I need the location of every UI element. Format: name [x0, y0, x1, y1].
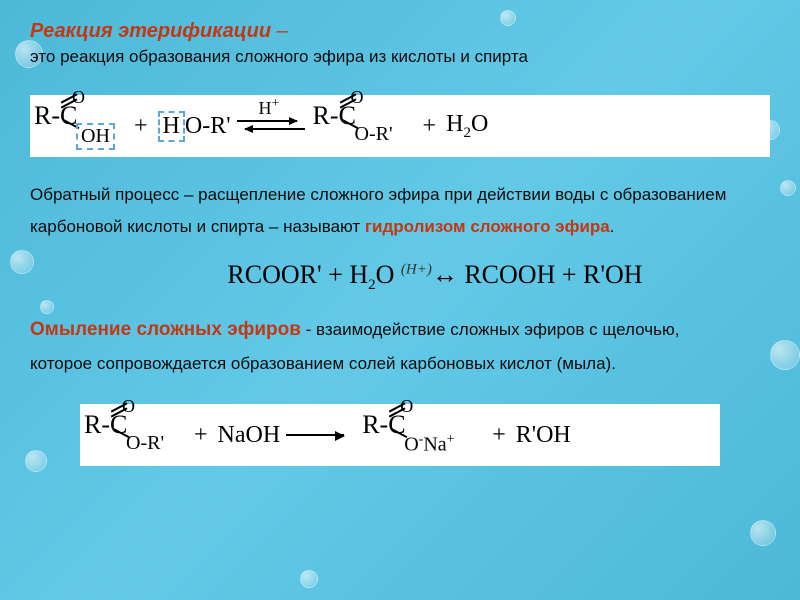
eq1-p1-dO: O — [351, 87, 364, 108]
eq3-r1-bottom: O-R' — [126, 432, 164, 455]
bubble-decoration — [750, 520, 776, 546]
eq3-arrow — [286, 425, 356, 445]
eq3-p1-Na: Na — [423, 434, 446, 456]
eq3-p1-O: O — [404, 434, 418, 456]
eq1-plus2: + — [419, 113, 441, 140]
para1-line2c: . — [610, 217, 615, 236]
eq3-reactant1: R-C O O-R' — [84, 410, 184, 460]
equation-1-box: R-C O OH + HO-R' H+ R-C O O-R' — [30, 95, 770, 157]
eq2-sub: 2 — [368, 277, 376, 293]
equation-1: R-C O OH + HO-R' H+ R-C O O-R' — [34, 101, 766, 151]
sec2-body2: которое сопровождается образованием соле… — [30, 354, 616, 373]
eq3-p1-dO: O — [400, 396, 413, 417]
para1-line2a: карбоновой кислоты и спирта – называют — [30, 217, 365, 236]
section-2: Омыление сложных эфиров - взаимодействие… — [30, 312, 770, 380]
eq1-r1-R: R — [34, 101, 51, 130]
eq1-r2-rest: O-R' — [185, 113, 231, 139]
eq1-p2-O: O — [471, 111, 488, 137]
eq3-r1-dO: O — [122, 396, 135, 417]
eq1-r2-H: H — [158, 111, 185, 142]
eq1-r1-dO: O — [72, 87, 85, 108]
subtitle: это реакция образования сложного эфира и… — [30, 47, 770, 67]
slide-content: Реакция этерификации – это реакция образ… — [0, 0, 800, 508]
eq3-product2: R'OH — [516, 422, 571, 449]
eq3-product1: R-C O O-Na+ — [362, 410, 482, 460]
sec2-body1: - взаимодействие сложных эфиров с щелочь… — [301, 320, 680, 339]
eq1-plus1: + — [130, 113, 152, 140]
title-dash: – — [271, 20, 288, 42]
eq3-plus2: + — [488, 422, 510, 449]
bubble-decoration — [300, 570, 318, 588]
eq1-r1-bottom: OH — [76, 123, 115, 150]
eq3-p1-naplus: + — [447, 432, 455, 447]
para1-line2b: гидролизом сложного эфира — [365, 217, 610, 236]
eq2-lhs1: RCOOR' + H — [227, 260, 368, 289]
eq3-reactant2: NaOH — [218, 422, 281, 449]
eq1-p1-R: R — [313, 101, 330, 130]
paragraph-1: Обратный процесс – расщепление сложного … — [30, 179, 770, 244]
eq1-arrow: H+ — [237, 106, 307, 146]
eq3-p1-bottom: O-Na+ — [404, 432, 454, 457]
para1-line1: Обратный процесс – расщепление сложного … — [30, 185, 726, 204]
equation-3-box: R-C O O-R' + NaOH R-C O O-Na+ + R'OH — [80, 404, 720, 466]
eq3-plus1: + — [190, 422, 212, 449]
eq2-lhs2: O — [376, 260, 401, 289]
sec2-title: Омыление сложных эфиров — [30, 319, 301, 340]
eq1-product1: R-C O O-R' — [313, 101, 413, 151]
eq1-arrow-H: H — [259, 98, 272, 118]
title-line: Реакция этерификации – — [30, 20, 770, 43]
eq2-arrow: ↔ — [432, 260, 458, 289]
eq1-reactant1: R-C O OH — [34, 101, 124, 151]
eq1-reactant2: HO-R' — [158, 111, 231, 142]
eq2-sup: (H+) — [401, 261, 432, 277]
eq3-r1-R: R — [84, 410, 101, 439]
equation-3: R-C O O-R' + NaOH R-C O O-Na+ + R'OH — [84, 410, 716, 460]
eq3-p1-R: R — [362, 410, 379, 439]
title-main: Реакция этерификации — [30, 20, 271, 42]
equation-2: RCOOR' + H2O (H+)↔ RCOOH + R'OH — [100, 260, 770, 294]
eq1-product2: H2O — [446, 111, 488, 142]
eq1-p2-H: H — [446, 111, 463, 137]
eq1-arrow-plus: + — [272, 96, 280, 111]
eq2-rhs: RCOOH + R'OH — [458, 260, 643, 289]
eq1-p1-bottom: O-R' — [355, 123, 393, 146]
eq1-p2-2: 2 — [463, 124, 471, 140]
